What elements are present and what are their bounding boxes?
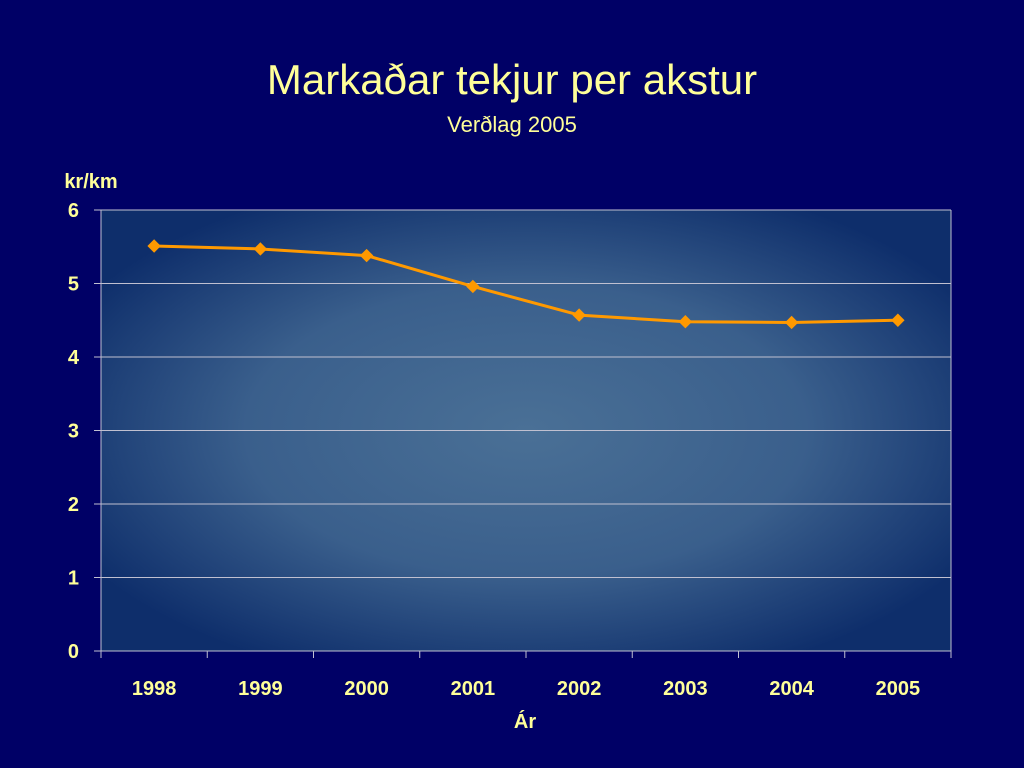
data-point-2000: [359, 248, 374, 263]
slide-title: Markaðar tekjur per akstur: [266, 56, 758, 103]
y-tick-label-6: 6: [68, 200, 79, 222]
x-tick-label-2003: 2003: [663, 678, 708, 700]
y-tick-label-1: 1: [68, 568, 79, 590]
data-point-2001: [466, 279, 480, 294]
data-point-2005: [891, 313, 905, 327]
y-tick-label-4: 4: [68, 347, 80, 369]
y-tick-label-3: 3: [68, 421, 79, 443]
x-tick-label-2004: 2004: [769, 678, 814, 700]
x-tick-label-1999: 1999: [238, 678, 283, 700]
x-tick-label-2002: 2002: [557, 678, 602, 700]
x-tick-label-2005: 2005: [876, 678, 921, 700]
data-point-2002: [572, 308, 586, 322]
y-axis-title: kr/km: [64, 171, 117, 193]
y-tick-label-5: 5: [68, 274, 79, 296]
data-point-2004: [784, 315, 799, 330]
x-tick-label-1998: 1998: [132, 678, 177, 700]
x-axis-title: Ár: [514, 710, 536, 733]
y-tick-label-0: 0: [68, 641, 79, 663]
data-point-1999: [253, 242, 268, 256]
data-point-2003: [678, 315, 693, 329]
series-line-0: [154, 244, 898, 324]
x-tick-label-2000: 2000: [344, 678, 389, 700]
data-point-1998: [147, 239, 161, 253]
slide-subtitle: Verðlag 2005: [447, 112, 577, 137]
y-tick-label-2: 2: [68, 494, 79, 516]
x-tick-label-2001: 2001: [451, 678, 496, 700]
